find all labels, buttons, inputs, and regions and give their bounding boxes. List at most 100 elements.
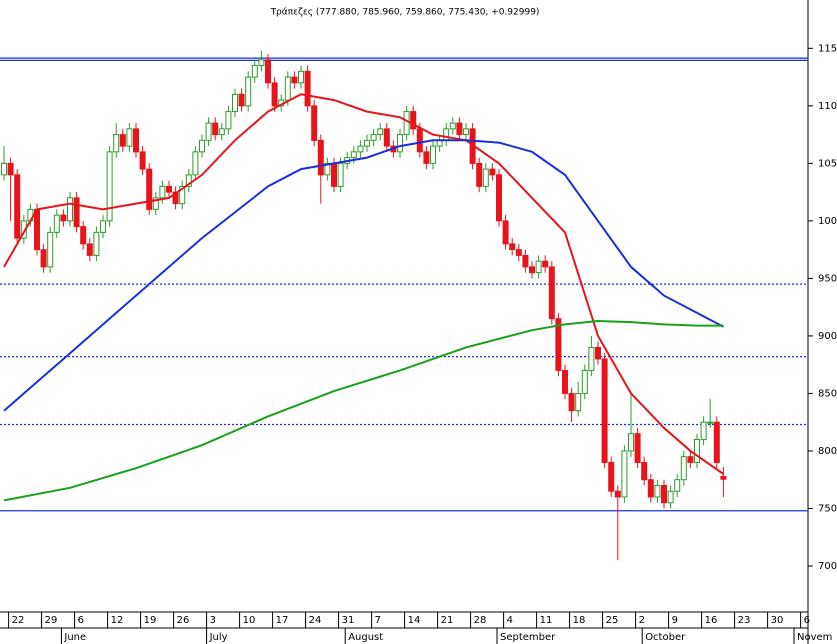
candle-body [126, 128, 133, 147]
candle-body [509, 243, 516, 251]
candle-body [548, 266, 555, 320]
candle-body [205, 122, 212, 141]
candle-body [621, 450, 628, 498]
candle-body [601, 358, 608, 463]
candle-body [166, 185, 172, 193]
candle-body [430, 145, 436, 164]
x-tick-label: 6 [804, 615, 810, 626]
candle-body [113, 134, 120, 153]
candle-body [271, 82, 278, 107]
candle-body [337, 162, 344, 187]
candle-body [364, 139, 370, 147]
x-tick-label: 30 [771, 615, 784, 626]
candle-body [80, 226, 87, 245]
candle-body [73, 197, 80, 228]
candle-body [192, 151, 199, 176]
x-tick-label: 16 [705, 615, 718, 626]
candle-body [139, 151, 146, 170]
candle-body [403, 111, 410, 136]
candle-body [284, 76, 291, 101]
y-tick-label: 700 [818, 561, 837, 572]
candle-body [14, 174, 21, 239]
candle-body [86, 243, 93, 256]
x-tick-label: 21 [441, 615, 454, 626]
candle-body [634, 433, 641, 463]
candle-body [608, 461, 615, 492]
y-tick-label: 800 [818, 446, 837, 457]
candle-body [423, 151, 430, 164]
candle-body [152, 197, 159, 210]
candle-body [562, 369, 568, 394]
x-tick-label: 18 [573, 615, 586, 626]
candle-body [100, 220, 106, 233]
candle-body [106, 151, 113, 222]
y-tick-label: 950 [818, 273, 837, 284]
candle-body [463, 128, 469, 136]
x-tick-label: 9 [672, 615, 678, 626]
x-tick-label: 24 [309, 615, 322, 626]
candle-body [232, 93, 238, 113]
candle-body [614, 490, 621, 498]
candle-body [647, 479, 654, 498]
candle-body [502, 220, 509, 245]
y-tick-label: 1000 [818, 216, 837, 227]
candle-body [179, 185, 186, 205]
candle-body [304, 70, 311, 107]
moving-average [3, 319, 724, 502]
candle-body [245, 76, 252, 107]
y-tick-label: 1050 [818, 158, 837, 169]
month-label: July [209, 632, 228, 643]
candle-body [40, 249, 47, 268]
candle-body [667, 490, 674, 504]
candle-body [47, 231, 54, 268]
candle-body [641, 461, 648, 481]
candle-body [443, 128, 450, 141]
x-tick-label: 25 [606, 615, 619, 626]
candle-body [53, 214, 60, 233]
candle-body [535, 260, 542, 274]
candle-body [67, 197, 73, 222]
x-tick-label: 11 [540, 615, 553, 626]
x-tick-label: 10 [243, 615, 256, 626]
x-tick-label: 12 [111, 615, 124, 626]
month-label: August [348, 632, 383, 643]
candle-body [595, 346, 601, 360]
candle-body [146, 168, 153, 210]
candle-body [119, 134, 126, 147]
candle-body [60, 214, 67, 222]
x-tick-label: 6 [78, 615, 84, 626]
candle-body [410, 111, 417, 130]
x-tick-label: 3 [210, 615, 216, 626]
moving-average [3, 93, 724, 475]
candle-body [416, 128, 423, 153]
candle-body [707, 421, 714, 424]
y-tick-label: 850 [818, 388, 837, 399]
candle-body [555, 318, 562, 371]
candle-body [1, 162, 7, 176]
candle-body [489, 168, 496, 176]
candle-body [133, 128, 139, 153]
candle-body [588, 346, 595, 371]
x-tick-label: 26 [177, 615, 190, 626]
candle-body [317, 139, 324, 176]
candle-body [654, 484, 661, 498]
candle-body [357, 145, 364, 153]
candle-body [542, 260, 549, 268]
candle-body [568, 392, 575, 412]
candle-body [680, 456, 687, 481]
candle-body [331, 162, 337, 187]
candle-body [674, 479, 681, 492]
candle-body [700, 421, 707, 440]
y-tick-label: 750 [818, 503, 837, 514]
candle-body [34, 208, 40, 251]
candle-body [397, 134, 403, 153]
x-tick-label: 2 [639, 615, 645, 626]
x-tick-label: 23 [738, 615, 751, 626]
candle-body [581, 369, 588, 394]
chart-title: Τράπεζες (777.880, 785.960, 759.860, 775… [270, 8, 540, 18]
candle-body [311, 105, 318, 141]
y-tick-label: 900 [818, 331, 837, 342]
month-label: Novem [797, 632, 832, 643]
